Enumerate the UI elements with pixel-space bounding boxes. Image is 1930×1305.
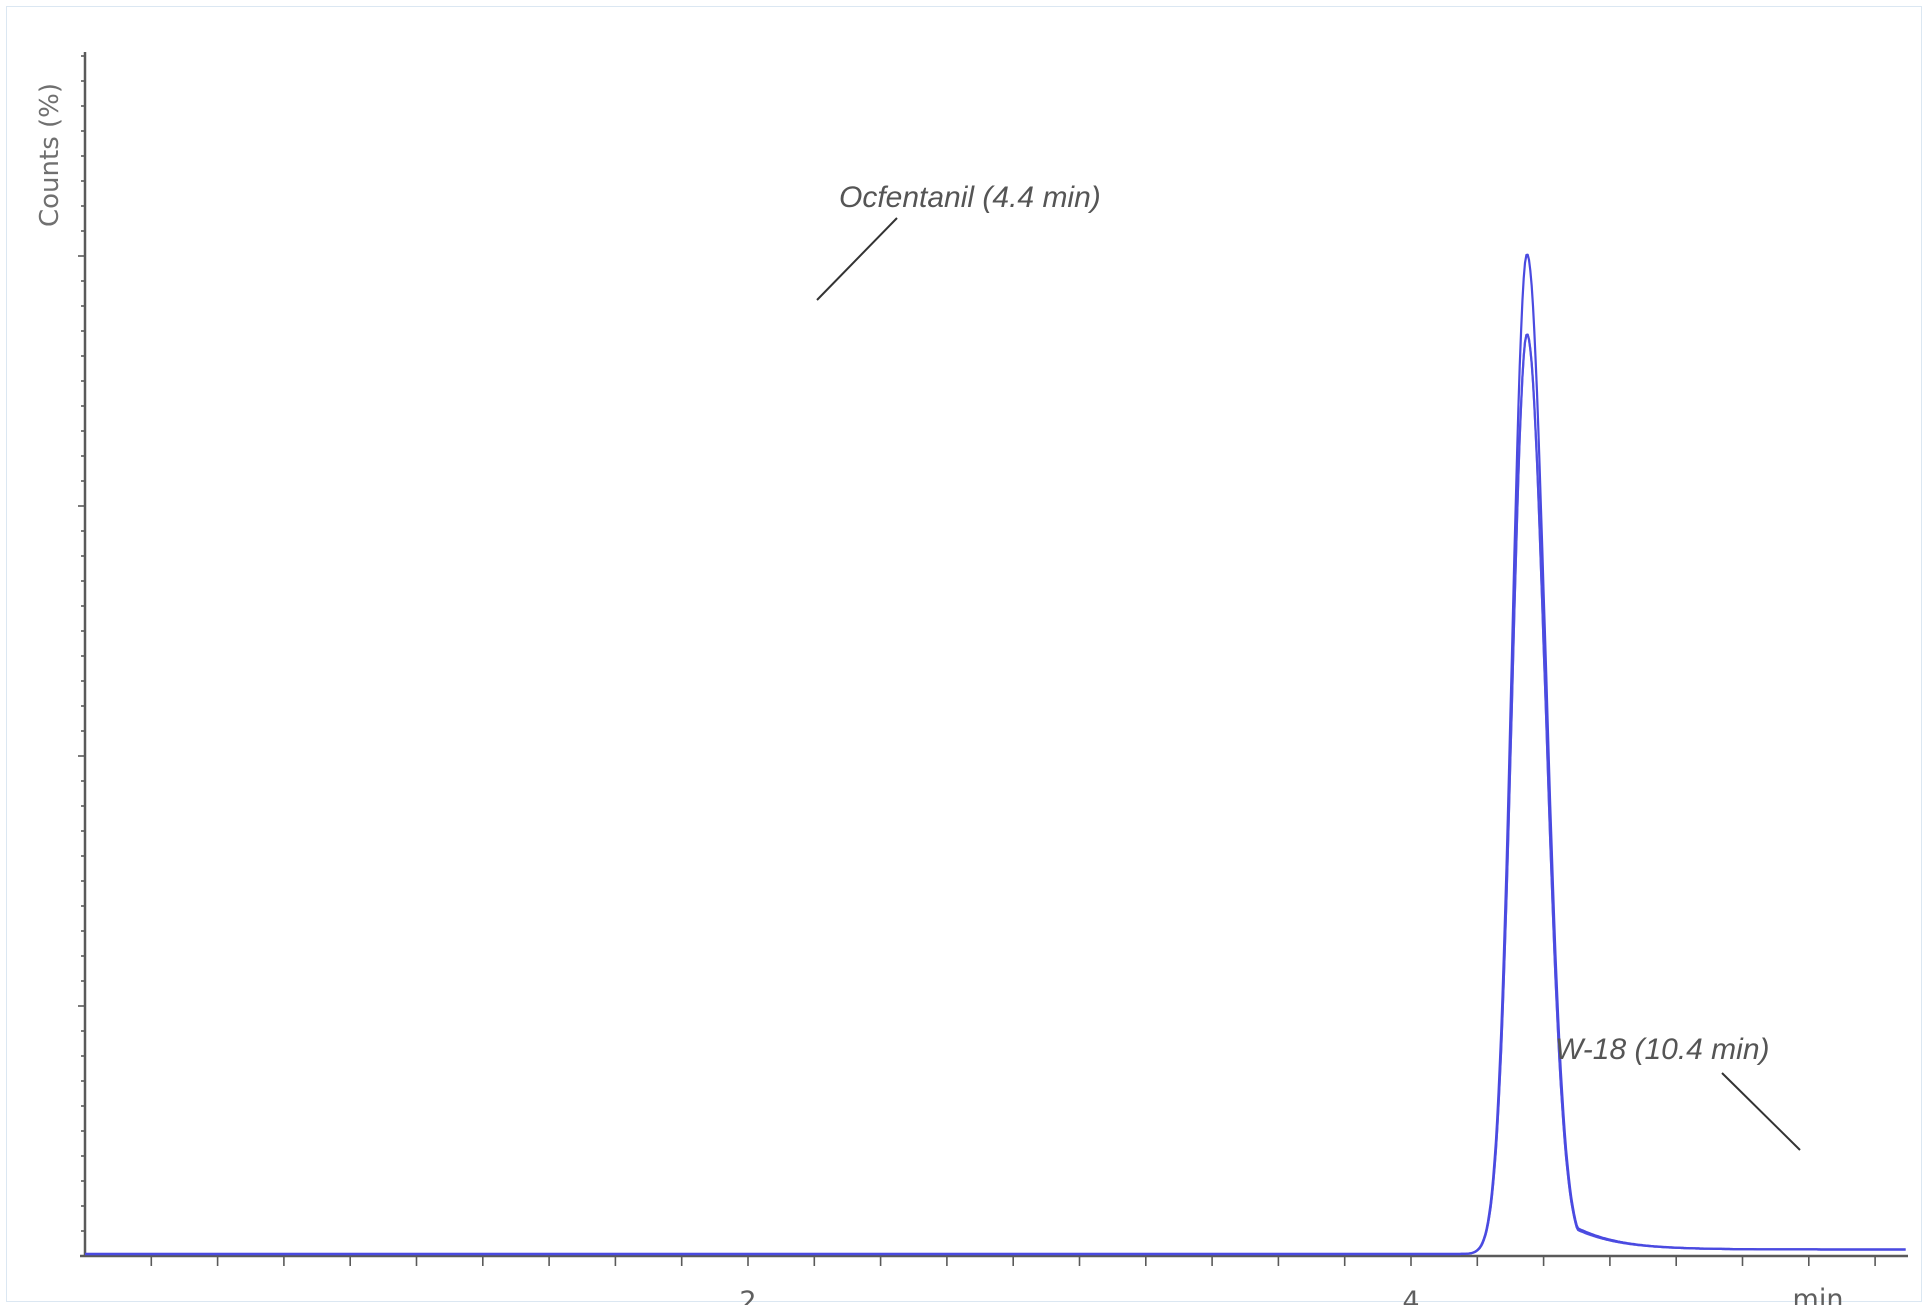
- x-axis-unit-label: min: [1793, 1284, 1844, 1305]
- y-axis-title: Counts (%): [35, 83, 65, 227]
- chromatogram-trace-2: [85, 333, 1906, 1256]
- ocfentanil-leader-line: [816, 217, 898, 301]
- w18-leader-line: [1721, 1072, 1801, 1151]
- x-tick-label: 4: [1402, 1286, 1419, 1305]
- y-axis: Counts (%): [35, 52, 87, 1256]
- x-tick-label: 2: [739, 1286, 756, 1305]
- w18-peak-label: W-18 (10.4 min): [1555, 1033, 1770, 1066]
- ocfentanil-peak-label: Ocfentanil (4.4 min): [839, 181, 1101, 214]
- chromatogram-trace-3: [85, 333, 1906, 1256]
- chart-frame: [6, 6, 1922, 1302]
- chromatogram-trace-1: [85, 253, 1906, 1256]
- traces: [85, 253, 1906, 1256]
- annotations: Ocfentanil (4.4 min) W-18 (10.4 min): [816, 181, 1801, 1151]
- x-axis: 246810 min: [80, 1254, 1908, 1305]
